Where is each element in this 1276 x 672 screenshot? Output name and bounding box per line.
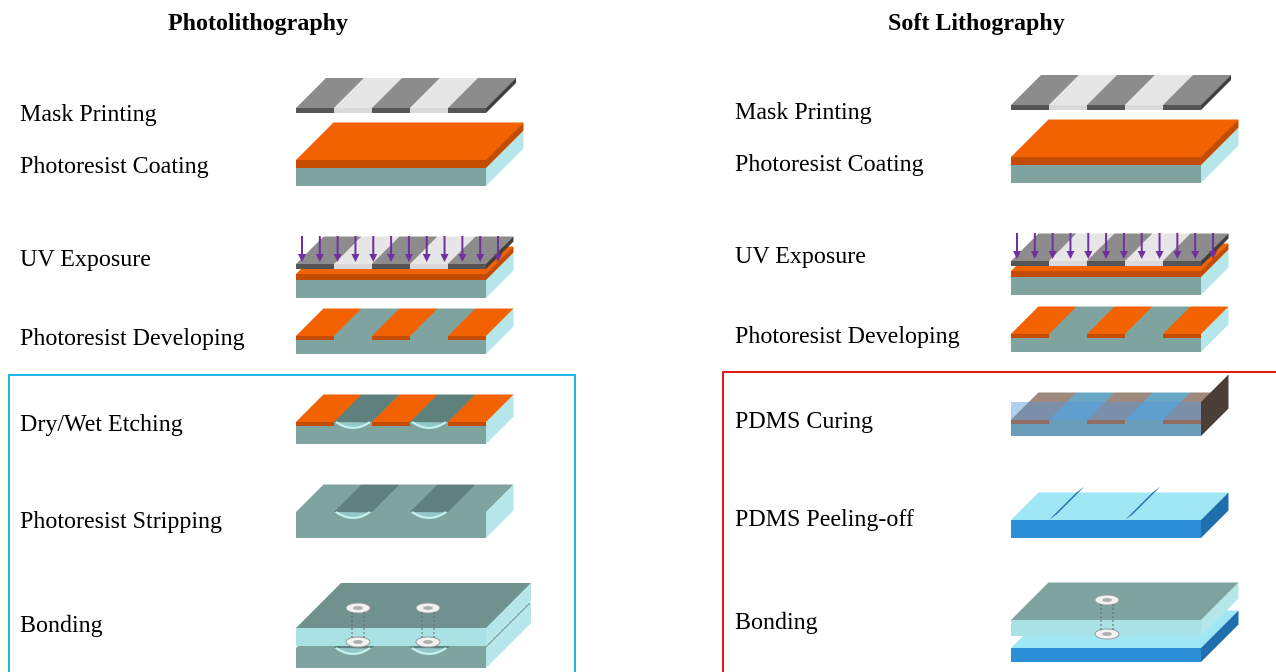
photolithography-uv-exposure-icon bbox=[296, 236, 514, 298]
photolithography-step-photoresist-developing: Photoresist Developing bbox=[20, 325, 245, 351]
photolithography-etched-channels-icon bbox=[296, 394, 514, 444]
soft-lithography-uv-exposure-icon bbox=[1011, 233, 1229, 295]
photolithography-coated-substrate-icon bbox=[296, 122, 524, 186]
photolithography-step-uv-exposure: UV Exposure bbox=[20, 246, 151, 272]
soft-lithography-step-pdms-peeling-off: PDMS Peeling-off bbox=[735, 506, 914, 532]
photolithography-step-photoresist-stripping: Photoresist Stripping bbox=[20, 508, 223, 534]
photolithography-mask-icon bbox=[296, 78, 516, 113]
photolithography-developed-photoresist-icon bbox=[296, 308, 514, 354]
soft-lithography-step-mask-printing: Mask Printing bbox=[735, 99, 872, 125]
photolithography-bonded-chip-icon bbox=[296, 583, 531, 668]
soft-lithography-pdms-peeled-icon bbox=[1011, 486, 1229, 538]
soft-lithography-step-photoresist-coating: Photoresist Coating bbox=[735, 151, 924, 177]
soft-lithography-step-pdms-curing: PDMS Curing bbox=[735, 408, 874, 434]
photolithography-step-etching: Dry/Wet Etching bbox=[20, 411, 183, 437]
soft-lithography-step-bonding: Bonding bbox=[735, 609, 818, 635]
soft-lithography-specific-steps-frame bbox=[722, 371, 1276, 672]
photolithography-specific-steps-frame bbox=[8, 374, 576, 672]
soft-lithography-pdms-curing-icon bbox=[1011, 374, 1229, 436]
photolithography-title: Photolithography bbox=[168, 10, 349, 36]
soft-lithography-developed-photoresist-icon bbox=[1011, 306, 1229, 352]
soft-lithography-step-photoresist-developing: Photoresist Developing bbox=[735, 323, 960, 349]
soft-lithography-title: Soft Lithography bbox=[888, 10, 1065, 36]
photolithography-step-photoresist-coating: Photoresist Coating bbox=[20, 153, 209, 179]
soft-lithography-coated-substrate-icon bbox=[1011, 119, 1239, 183]
soft-lithography-bonded-pdms-chip-icon bbox=[1011, 582, 1239, 662]
photolithography-step-mask-printing: Mask Printing bbox=[20, 101, 157, 127]
soft-lithography-step-uv-exposure: UV Exposure bbox=[735, 243, 866, 269]
photolithography-stripped-substrate-icon bbox=[296, 484, 514, 538]
photolithography-step-bonding: Bonding bbox=[20, 612, 103, 638]
soft-lithography-mask-icon bbox=[1011, 75, 1231, 110]
